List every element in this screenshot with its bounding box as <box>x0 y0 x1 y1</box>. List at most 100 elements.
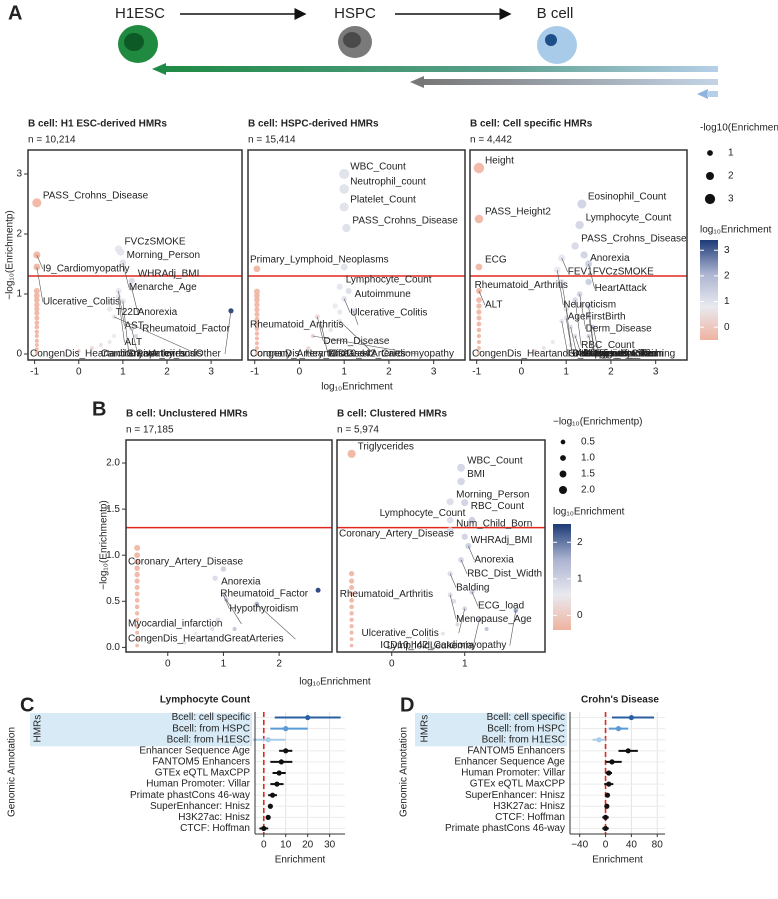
x-tick-label: 40 <box>626 840 638 851</box>
point-label: Lymphocyte_Count <box>586 213 672 224</box>
row-label: Bcell: from H1ESC <box>482 734 565 745</box>
x-tick-label: 10 <box>280 840 292 851</box>
point <box>340 263 348 271</box>
estimate-point <box>274 781 280 787</box>
colorbar-label: 1 <box>724 296 730 307</box>
point <box>339 184 350 194</box>
x-tick-label: 1 <box>221 659 227 670</box>
point <box>477 346 481 350</box>
legend-label: 1.0 <box>581 453 595 464</box>
leader-line <box>460 559 468 574</box>
point <box>135 637 140 641</box>
y-tick-label: 1 <box>16 289 22 300</box>
node-label: HSPC <box>334 5 376 22</box>
row-label: Bcell: from HSPC <box>172 723 250 734</box>
row-label: Bcell: from H1ESC <box>167 734 250 745</box>
estimate-point <box>276 770 282 776</box>
point <box>34 306 40 312</box>
point <box>476 339 481 345</box>
group-label: HMRs <box>33 715 44 743</box>
plot-frame <box>469 149 688 361</box>
point-label: CongenDis_HeartandGreatArteries <box>128 634 284 645</box>
legend-label: 3 <box>728 194 734 205</box>
point <box>342 223 351 233</box>
leader-line <box>256 603 296 640</box>
leader-line <box>570 326 577 355</box>
point <box>337 309 343 315</box>
leader-line <box>449 594 457 620</box>
point <box>349 604 354 610</box>
point <box>34 329 40 335</box>
leader-line <box>458 608 466 634</box>
point-label: LymphoidLeukemia <box>387 641 474 652</box>
y-tick-label: 2 <box>16 229 22 240</box>
point <box>306 346 311 350</box>
leader-line <box>225 599 242 625</box>
chart-title: B cell: Cell specific HMRs <box>470 119 593 130</box>
point-label: Ulcerative_Colitis <box>362 628 439 639</box>
point <box>575 220 584 230</box>
point <box>254 326 260 332</box>
point <box>34 310 40 316</box>
point <box>254 341 259 346</box>
leader-line <box>473 619 480 647</box>
x-tick-label: -1 <box>250 367 259 378</box>
row-label: Bcell: cell specific <box>487 712 565 723</box>
group-highlight <box>30 713 252 747</box>
estimate-point <box>602 825 609 832</box>
x-tick-label: −40 <box>571 840 588 851</box>
leader-line <box>588 263 595 289</box>
point <box>193 631 198 636</box>
legend-size-dot <box>704 193 716 205</box>
point <box>254 311 260 317</box>
point <box>476 327 482 333</box>
point-label: Albumin <box>577 349 613 360</box>
point <box>220 566 227 572</box>
leader-line <box>565 317 573 355</box>
point <box>349 611 354 616</box>
leader-line <box>574 335 582 355</box>
point-label: Autoimmune <box>355 289 412 300</box>
x-tick-label: -1 <box>472 367 481 378</box>
point <box>336 283 343 290</box>
point <box>469 589 475 595</box>
row-label: CTCF: Hoffman <box>180 823 250 834</box>
point <box>133 333 139 339</box>
point-label: Ulcerative_Colitis <box>581 349 658 360</box>
point <box>580 251 588 259</box>
leader-line <box>592 326 600 355</box>
point-label: FVCzSMOKE <box>124 237 185 248</box>
x-tick-label: 2 <box>386 367 392 378</box>
point <box>349 578 355 584</box>
legend-size-dot <box>706 172 714 180</box>
leader-line <box>118 290 125 327</box>
point <box>348 570 355 577</box>
x-tick-label: 2 <box>276 659 282 670</box>
point-label: Anorexia <box>474 555 514 566</box>
point <box>34 333 39 339</box>
point <box>404 640 409 645</box>
row-label: Bcell: from HSPC <box>487 723 565 734</box>
row-label: H3K27ac: Hnisz <box>178 812 250 823</box>
estimate-point <box>602 814 609 820</box>
panel-letter: C <box>20 694 34 716</box>
point-label: CongenDis_HeartandGreatArteries <box>472 349 628 360</box>
point <box>451 598 457 604</box>
point <box>35 350 39 355</box>
plot-frame <box>247 149 466 361</box>
point-label: PASS_Crohns_Disease <box>352 216 458 227</box>
point <box>254 336 260 341</box>
point <box>134 578 140 584</box>
point <box>134 544 141 551</box>
point-label: Anorexia <box>138 307 178 318</box>
x-axis-label: log₁₀Enrichment <box>321 382 393 393</box>
estimate-point <box>609 759 615 765</box>
point-label: Ulcerative_Colitis <box>350 307 427 318</box>
point <box>33 288 40 294</box>
x-tick-label: 0 <box>165 659 171 670</box>
point <box>255 350 259 355</box>
point <box>254 297 260 303</box>
x-tick-label: 0 <box>261 840 267 851</box>
legend-title: log₁₀Enrichment <box>553 507 625 518</box>
chart-title: B cell: Unclustered HMRs <box>126 409 248 420</box>
